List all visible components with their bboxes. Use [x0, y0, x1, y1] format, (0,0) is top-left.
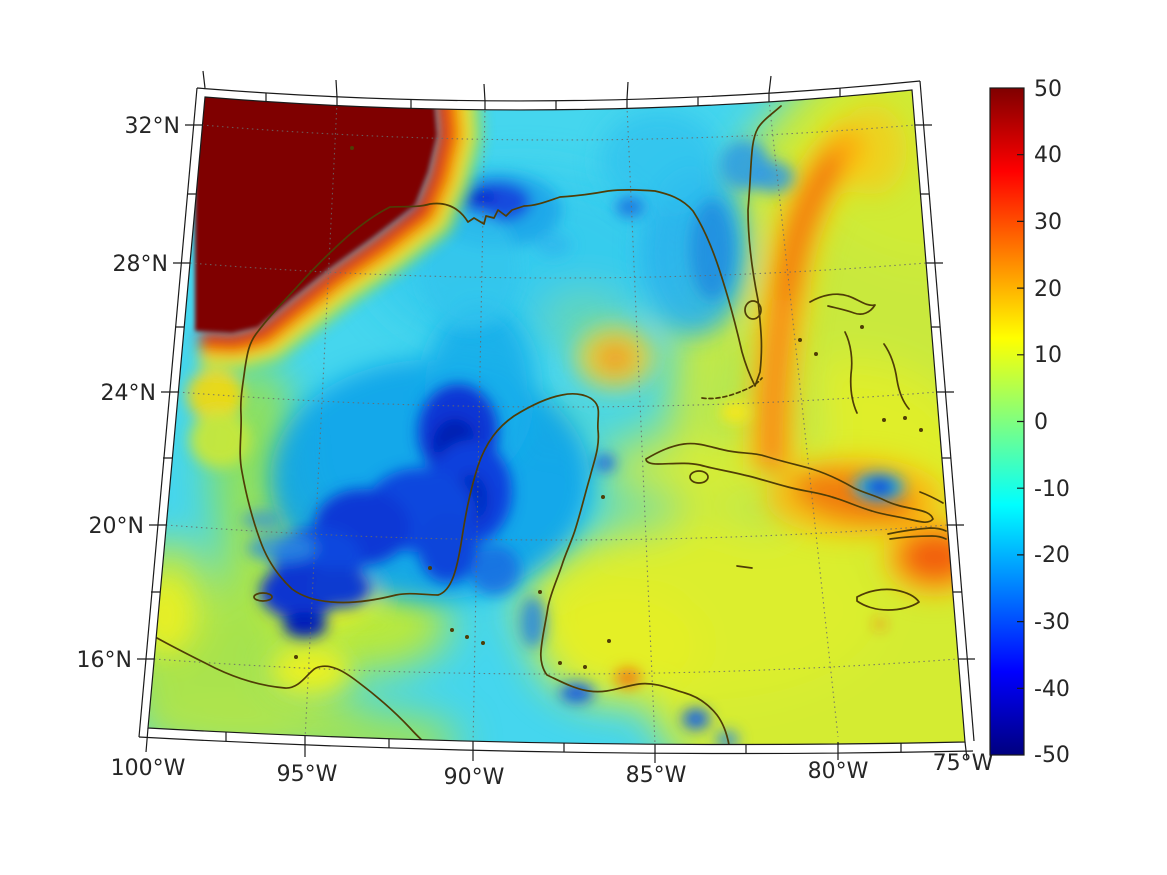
colorbar-label-30: 30	[1034, 210, 1062, 235]
parallel-28n	[189, 262, 927, 279]
map-boundary	[147, 89, 966, 746]
colorbar-label-40: 40	[1034, 143, 1062, 168]
longitude-labels: 100°W 95°W 90°W 85°W 80°W 75°W	[111, 751, 994, 790]
coastline-cuba	[645, 442, 934, 524]
colorbar-labels: 50 40 30 20 10 0 -10 -20 -30 -40 -50	[1034, 77, 1070, 768]
frame-outer-right	[919, 80, 975, 742]
map-frame	[137, 70, 975, 763]
frame-outer-bottom	[138, 736, 974, 755]
parallel-24n	[177, 391, 938, 408]
colorbar: 50 40 30 20 10 0 -10 -20 -30 -40 -50	[989, 77, 1070, 768]
coastlines	[156, 105, 947, 745]
parallel-16n	[153, 658, 959, 675]
colorbar-ticks	[1017, 154, 1024, 689]
lat-tick-label-20n: 20°N	[89, 514, 144, 539]
lon-tick-label-75w: 75°W	[933, 751, 994, 776]
lon-tick-label-95w: 95°W	[277, 762, 338, 787]
lon-tick-label-90w: 90°W	[444, 765, 505, 790]
colorbar-label-10: 10	[1034, 343, 1062, 368]
axis-ticks	[137, 70, 975, 763]
coastline-gulf-mainland	[239, 105, 782, 745]
colorbar-label-0: 0	[1034, 410, 1048, 435]
lon-tick-label-80w: 80°W	[808, 759, 869, 784]
lat-tick-label-16n: 16°N	[77, 648, 132, 673]
frame-outer-left	[138, 87, 198, 738]
coastline-florida-keys	[701, 377, 763, 400]
graticule-gridlines	[153, 99, 959, 745]
colorbar-label-n50: -50	[1034, 743, 1070, 768]
frame-rungs	[151, 88, 962, 753]
colorbar-label-n10: -10	[1034, 477, 1070, 502]
colorbar-label-n40: -40	[1034, 677, 1070, 702]
meridian-95w	[304, 102, 338, 741]
lon-tick-label-85w: 85°W	[626, 763, 687, 788]
meridian-80w	[768, 99, 839, 738]
parallel-20n	[165, 524, 948, 541]
coastline-cayman	[736, 565, 753, 569]
lake-okeechobee	[744, 300, 762, 320]
island-specks	[294, 146, 923, 669]
isla-juventud	[689, 470, 709, 484]
colorbar-label-n20: -20	[1034, 543, 1070, 568]
lon-tick-label-100w: 100°W	[111, 756, 186, 781]
lat-tick-label-28n: 28°N	[113, 252, 168, 277]
frame-outer-top	[196, 80, 921, 102]
meridian-85w	[626, 105, 656, 745]
lat-tick-label-24n: 24°N	[101, 381, 156, 406]
lat-tick-label-32n: 32°N	[125, 114, 180, 139]
coastline-jamaica	[856, 588, 920, 611]
colorbar-label-20: 20	[1034, 277, 1062, 302]
coastline-pacific-mexico	[156, 637, 429, 745]
terminos-lagoon	[253, 592, 273, 602]
texas-warm-region	[187, 90, 483, 468]
latitude-labels: 32°N 28°N 24°N 20°N 16°N	[77, 114, 180, 673]
parallel-32n	[201, 124, 916, 141]
heatmap-spot-features	[242, 140, 905, 745]
map-plot-area	[148, 90, 965, 745]
colorbar-label-n30: -30	[1034, 610, 1070, 635]
coastline-haiti	[887, 491, 947, 540]
coastline-bahamas	[809, 293, 910, 414]
midgulf-warm-blob	[594, 341, 636, 375]
cuba-ne-cold-spot	[866, 478, 894, 496]
colorbar-label-50: 50	[1034, 77, 1062, 102]
